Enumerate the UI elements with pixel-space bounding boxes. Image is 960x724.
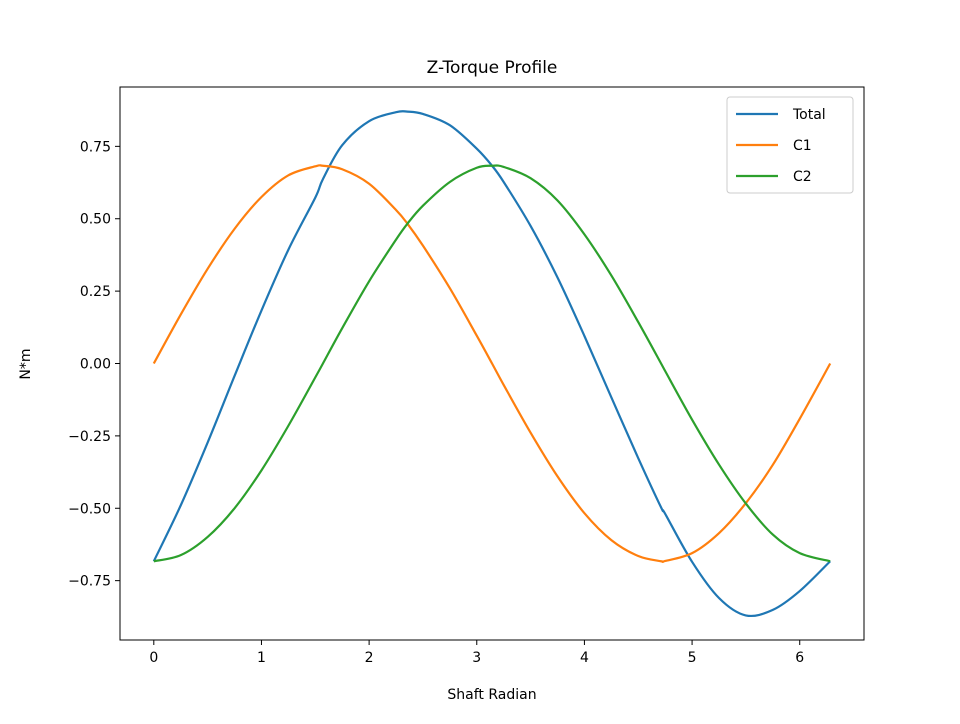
series-layer — [152, 110, 832, 618]
y-axis-ticks: −0.75 −0.50 −0.25 0.00 0.25 0.50 0.75 — [68, 139, 120, 590]
legend-label-c2: C2 — [793, 169, 812, 185]
x-axis-ticks: 0 1 2 3 4 5 6 — [149, 640, 804, 666]
chart-title: Z-Torque Profile — [427, 58, 558, 78]
x-tick-label: 6 — [795, 650, 804, 666]
series-line-c2 — [153, 164, 831, 563]
y-tick-label: −0.75 — [68, 574, 111, 590]
series-line-total — [152, 110, 831, 618]
x-tick-label: 0 — [149, 650, 158, 666]
legend-label-c1: C1 — [793, 138, 812, 154]
x-tick-label: 2 — [365, 650, 374, 666]
legend-box — [726, 96, 854, 194]
legend-label-total: Total — [792, 107, 826, 123]
x-tick-label: 4 — [580, 650, 589, 666]
x-tick-label: 5 — [688, 650, 697, 666]
legend-items: Total C1 C2 — [736, 107, 826, 185]
legend: Total C1 C2 — [726, 96, 854, 194]
y-tick-label: 0.00 — [80, 357, 111, 373]
y-tick-label: 0.25 — [80, 284, 111, 300]
y-tick-label: −0.25 — [68, 429, 111, 445]
x-tick-label: 3 — [472, 650, 481, 666]
y-tick-label: 0.75 — [80, 139, 111, 155]
x-tick-label: 1 — [257, 650, 266, 666]
x-axis-label: Shaft Radian — [447, 687, 536, 703]
y-axis-label: N*m — [18, 348, 34, 379]
y-tick-label: −0.50 — [68, 501, 111, 517]
series-line-c1 — [152, 164, 832, 564]
y-tick-label: 0.50 — [80, 212, 111, 228]
